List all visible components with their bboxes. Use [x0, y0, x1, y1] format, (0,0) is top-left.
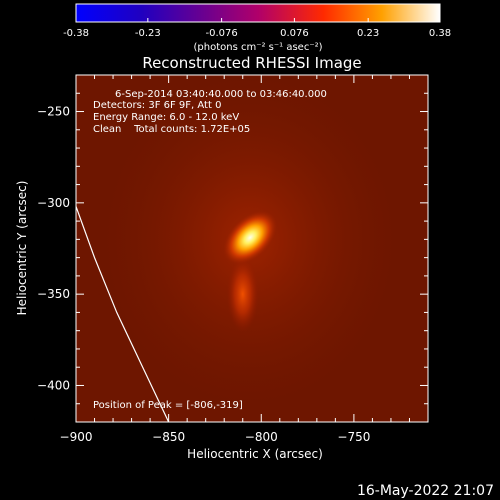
colorbar-tick-label: -0.076 [205, 28, 237, 39]
y-tick-label: −350 [37, 287, 70, 301]
primary-source [223, 210, 277, 265]
x-tick-label: −900 [60, 430, 93, 444]
y-tick-label: −300 [37, 196, 70, 210]
x-tick-label: −850 [152, 430, 185, 444]
y-axis-label: Heliocentric Y (arcsec) [15, 181, 29, 316]
annotation-time: 6-Sep-2014 03:40:40.000 to 03:46:40.000 [115, 89, 327, 100]
chart-title: Reconstructed RHESSI Image [142, 54, 361, 72]
annotation-energy: Energy Range: 6.0 - 12.0 keV [93, 112, 239, 123]
x-axis-ticks: −900 −850 −800 −750 [60, 75, 429, 444]
y-axis-ticks: −250 −300 −350 −400 [37, 74, 428, 423]
annotations: 6-Sep-2014 03:40:40.000 to 03:46:40.000 … [93, 89, 327, 411]
y-tick-label: −250 [37, 105, 70, 119]
y-tick-label: −400 [37, 378, 70, 392]
solar-limb-curve [76, 206, 170, 422]
timestamp: 16-May-2022 21:07 [357, 483, 494, 499]
secondary-source [226, 256, 259, 333]
colorbar-tick-label: -0.23 [135, 28, 161, 39]
x-tick-label: −800 [245, 430, 278, 444]
colorbar-gradient [75, 3, 441, 23]
sources [223, 210, 277, 333]
colorbar-tick-label: 0.38 [429, 28, 451, 39]
colorbar-units: (photons cm⁻² s⁻¹ asec⁻²) [193, 42, 322, 53]
annotation-counts: Clean Total counts: 1.72E+05 [93, 124, 250, 135]
colorbar-tick-label: 0.076 [280, 28, 309, 39]
image-area [75, 74, 429, 423]
plot-frame [75, 74, 429, 423]
peak-position-label: Position of Peak = [-806,-319] [93, 400, 243, 411]
x-axis-label: Heliocentric X (arcsec) [187, 447, 323, 461]
x-tick-label: −750 [337, 430, 370, 444]
colorbar-ticks: -0.38 -0.23 -0.076 0.076 0.23 0.38 [63, 18, 451, 39]
annotation-detectors: Detectors: 3F 6F 9F, Att 0 [93, 100, 221, 111]
colorbar-tick-label: -0.38 [63, 28, 89, 39]
colorbar: -0.38 -0.23 -0.076 0.076 0.23 0.38 (photons c… [63, 3, 451, 53]
colorbar-tick-label: 0.23 [357, 28, 379, 39]
